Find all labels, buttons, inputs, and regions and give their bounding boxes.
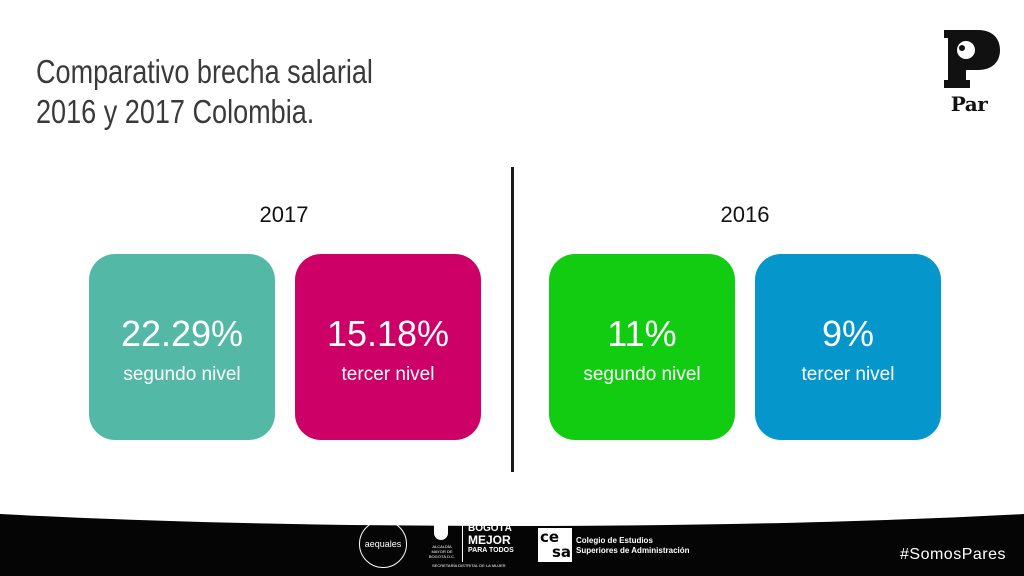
- bogota-line-3: PARA TODOS: [468, 547, 514, 554]
- slide-title: Comparativo brecha salarial 2016 y 2017 …: [36, 52, 528, 132]
- stat-card-2017-segundo-nivel: 22.29% segundo nivel: [89, 254, 275, 440]
- aequales-logo: aequales: [359, 520, 407, 568]
- center-divider: [511, 167, 514, 472]
- stat-label: segundo nivel: [583, 364, 701, 385]
- stat-card-2016-segundo-nivel: 11% segundo nivel: [549, 254, 735, 440]
- footer-bar: [0, 514, 1024, 576]
- stat-label: segundo nivel: [123, 364, 241, 385]
- secretaria-text: SECRETARÍA DISTRITAL DE LA MUJER: [432, 563, 506, 568]
- bogota-line-2: MEJOR: [468, 533, 511, 547]
- footer-curve: [0, 514, 1024, 526]
- cesa-line-1: Colegio de Estudios: [576, 536, 653, 545]
- alcaldia-bogota-logo: ALCALDÍA MAYOR DE BOGOTÁ D.C. BOGOTÁ MEJ…: [426, 520, 526, 570]
- cesa-text: Colegio de Estudios Superiores de Admini…: [576, 536, 690, 556]
- hashtag-text: #SomosPares: [900, 546, 1006, 563]
- stat-card-2016-tercer-nivel: 9% tercer nivel: [755, 254, 941, 440]
- alcaldia-text: ALCALDÍA MAYOR DE BOGOTÁ D.C.: [428, 544, 456, 559]
- cesa-line-2: Superiores de Administración: [576, 546, 690, 555]
- stat-value: 22.29%: [120, 313, 244, 354]
- cesa-mark-icon: ce sa: [538, 528, 572, 562]
- stat-label: tercer nivel: [341, 364, 435, 385]
- par-logo-text: Par: [950, 92, 988, 116]
- par-logo: Par: [940, 28, 1004, 116]
- logo-separator: [462, 522, 463, 562]
- stat-label: tercer nivel: [801, 364, 895, 385]
- stat-value: 15.18%: [326, 313, 450, 354]
- cesa-logo: ce sa Colegio de Estudios Superiores de …: [538, 528, 690, 562]
- title-line-1: Comparativo brecha salarial: [36, 53, 373, 90]
- bogota-line-1: BOGOTÁ: [468, 523, 512, 534]
- stat-card-2017-tercer-nivel: 15.18% tercer nivel: [295, 254, 481, 440]
- year-2016-heading: 2016: [720, 202, 770, 227]
- year-2017-heading: 2017: [259, 202, 309, 227]
- bogota-mejor-text: BOGOTÁ MEJOR PARA TODOS: [468, 524, 514, 555]
- stat-value: 11%: [607, 313, 677, 354]
- aequales-logo-text: aequales: [364, 539, 402, 549]
- stat-value: 9%: [821, 313, 875, 354]
- shield-icon: [434, 522, 448, 540]
- title-line-2: 2016 y 2017 Colombia.: [36, 93, 315, 130]
- par-logo-icon: [944, 30, 1000, 88]
